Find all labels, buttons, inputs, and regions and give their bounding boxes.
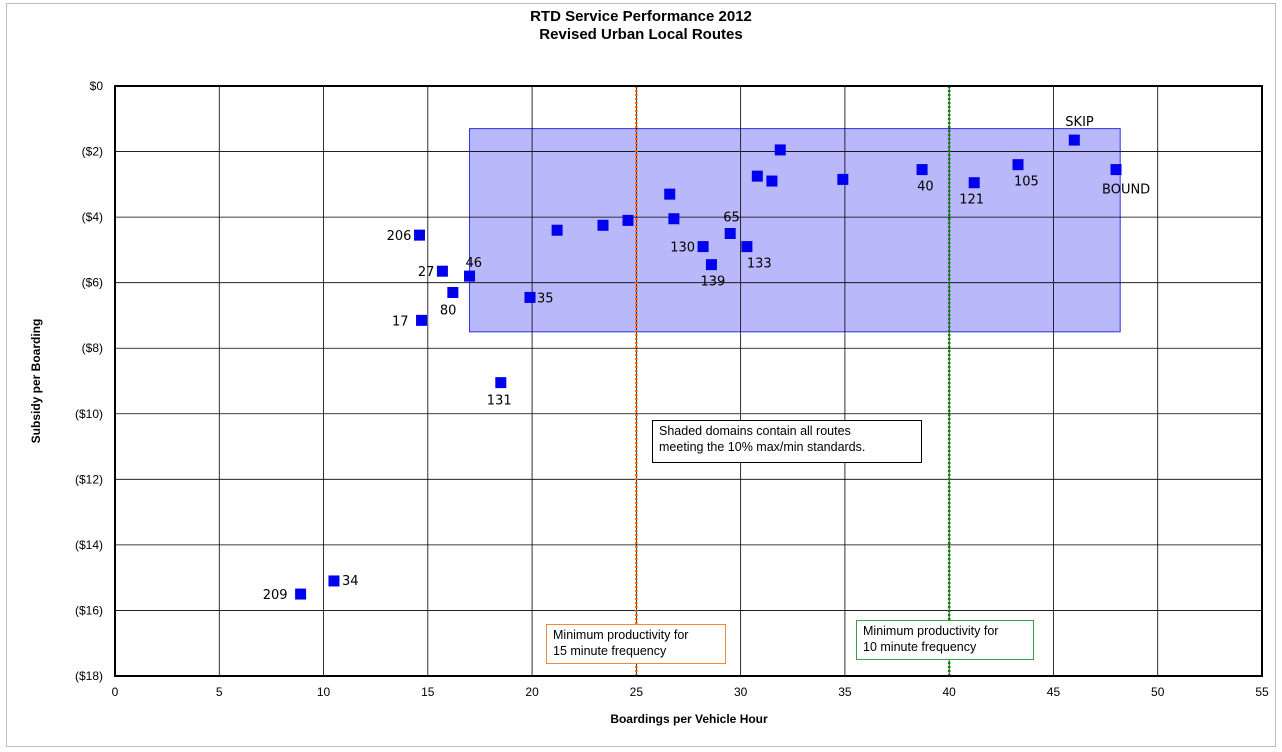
data-point: [724, 228, 736, 239]
point-label: 34: [342, 574, 359, 589]
y-tick-label: ($4): [82, 210, 103, 224]
data-point: [697, 241, 709, 253]
freq-15-note-line-1: Minimum productivity for: [553, 628, 689, 642]
shaded-domain-note: Shaded domains contain all routes meetin…: [652, 420, 922, 463]
data-point: [766, 175, 778, 187]
point-label: 206: [387, 229, 412, 244]
y-tick-label: ($14): [75, 538, 103, 552]
data-point: [495, 377, 507, 389]
freq-15-note-line-2: 15 minute frequency: [553, 644, 667, 658]
data-point: [328, 575, 340, 587]
chart-subtitle: Revised Urban Local Routes: [539, 26, 743, 43]
x-tick-label: 50: [1151, 685, 1165, 699]
x-tick-label: 5: [216, 685, 223, 699]
data-point: [1012, 159, 1024, 171]
y-tick-label: ($6): [82, 276, 103, 290]
point-label: 46: [466, 256, 483, 271]
y-tick-label: ($10): [75, 407, 103, 421]
x-tick-label: 30: [734, 685, 748, 699]
data-point: [1110, 164, 1122, 176]
data-point: [916, 164, 928, 176]
shaded-domain: [469, 128, 1121, 333]
data-point: [1068, 134, 1080, 146]
data-point: [416, 314, 428, 326]
shaded-note-line-2: meeting the 10% max/min standards.: [659, 440, 866, 454]
point-label: 121: [959, 193, 984, 208]
y-tick-label: ($16): [75, 603, 103, 617]
x-tick-label: 25: [630, 685, 644, 699]
y-tick-label: ($18): [75, 669, 103, 683]
data-point: [597, 219, 609, 231]
chart-title: RTD Service Performance 2012: [530, 8, 752, 25]
plot-area-border: [114, 85, 1263, 677]
data-point: [436, 265, 448, 277]
point-label: 17: [392, 314, 409, 329]
data-point: [837, 173, 849, 185]
point-label: 209: [263, 588, 288, 603]
data-point: [705, 259, 717, 271]
point-label: 40: [917, 180, 934, 195]
freq-15-note: Minimum productivity for 15 minute frequ…: [546, 624, 726, 664]
y-axis-title: Subsidy per Boarding: [29, 319, 43, 444]
data-point: [741, 241, 753, 253]
x-tick-label: 20: [525, 685, 539, 699]
data-point: [551, 224, 563, 236]
data-point: [968, 177, 980, 189]
point-label: 35: [537, 291, 554, 306]
data-point: [524, 291, 536, 303]
y-tick-label: ($2): [82, 145, 103, 159]
chart-title-block: RTD Service Performance 2012 Revised Urb…: [0, 8, 1282, 44]
point-label: 80: [440, 304, 457, 319]
freq-10-note: Minimum productivity for 10 minute frequ…: [856, 620, 1034, 660]
x-tick-label: 45: [1047, 685, 1061, 699]
data-point: [413, 229, 425, 241]
point-label: 130: [670, 241, 695, 256]
point-label: 65: [723, 211, 740, 226]
data-point: [295, 588, 307, 600]
point-label: BOUND: [1102, 183, 1150, 198]
point-label: 139: [700, 275, 725, 290]
x-tick-label: 40: [943, 685, 957, 699]
x-tick-label: 55: [1255, 685, 1269, 699]
point-label: 133: [747, 257, 772, 272]
point-label: 105: [1014, 175, 1039, 190]
data-point: [751, 170, 763, 182]
x-tick-label: 0: [112, 685, 119, 699]
data-point: [622, 214, 634, 226]
shaded-note-line-1: Shaded domains contain all routes: [659, 424, 851, 438]
x-axis-title: Boardings per Vehicle Hour: [610, 712, 768, 726]
y-tick-label: ($8): [82, 341, 103, 355]
data-point: [774, 144, 786, 156]
point-label: 27: [418, 265, 435, 280]
data-point: [464, 270, 476, 282]
y-tick-label: $0: [90, 79, 104, 93]
x-tick-label: 10: [317, 685, 331, 699]
point-label: SKIP: [1065, 115, 1094, 130]
freq-10-note-line-1: Minimum productivity for: [863, 624, 999, 638]
point-label: 131: [487, 394, 512, 409]
freq-10-note-line-2: 10 minute frequency: [863, 640, 977, 654]
data-point: [668, 213, 680, 225]
x-tick-label: 35: [838, 685, 852, 699]
data-point: [664, 188, 676, 200]
x-tick-label: 15: [421, 685, 435, 699]
data-point: [447, 287, 459, 298]
y-tick-label: ($12): [75, 472, 103, 486]
chart-frame: [6, 3, 1276, 747]
